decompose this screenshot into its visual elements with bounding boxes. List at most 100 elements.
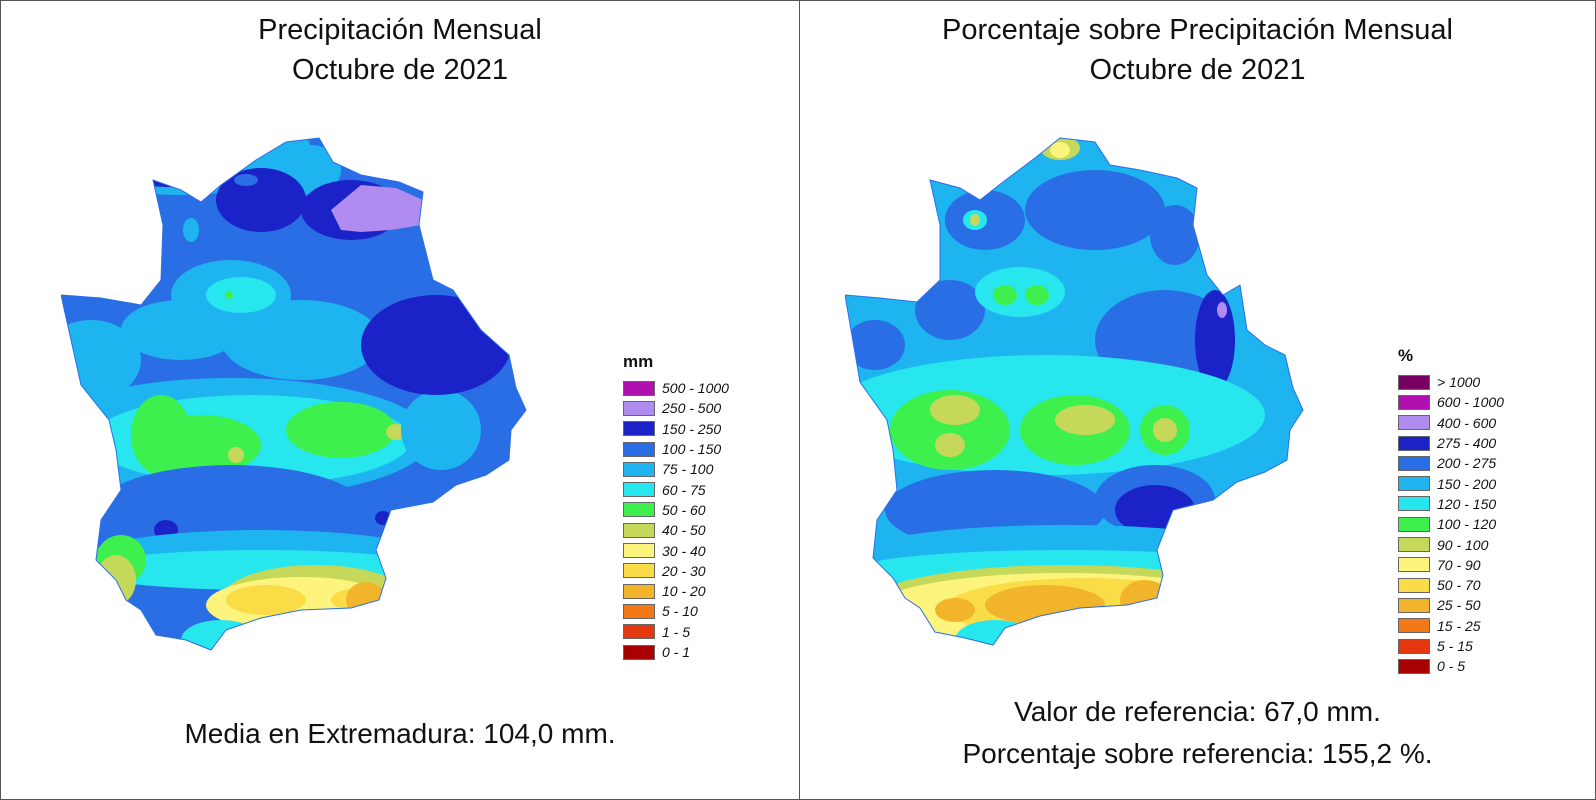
- legend-items: 500 - 1000 250 - 500 150 - 250 100 - 150 75 …: [623, 378, 729, 662]
- legend-label: 400 - 600: [1437, 414, 1497, 431]
- legend-label: 30 - 40: [662, 542, 706, 559]
- legend-item: 1 - 5: [623, 622, 729, 642]
- legend-item: 50 - 70: [1398, 575, 1504, 595]
- legend-label: 15 - 25: [1437, 617, 1481, 634]
- legend-item: 275 - 400: [1398, 433, 1504, 453]
- legend-swatch: [1398, 597, 1430, 613]
- legend-item: 120 - 150: [1398, 494, 1504, 514]
- legend-label: 150 - 250: [662, 420, 722, 437]
- title-line-2: Octubre de 2021: [1089, 54, 1306, 86]
- precipitation-map: [61, 137, 527, 651]
- legend-label: 90 - 100: [1437, 536, 1489, 553]
- legend-item: 0 - 5: [1398, 656, 1504, 676]
- legend-item: 15 - 25: [1398, 616, 1504, 636]
- legend-swatch: [623, 482, 655, 498]
- legend-item: 70 - 90: [1398, 555, 1504, 575]
- regional-mean: Media en Extremadura: 104,0 mm.: [184, 718, 616, 749]
- reference-percentage: Porcentaje sobre referencia: 155,2 %.: [962, 738, 1433, 769]
- percentage-map-title: Porcentaje sobre Precipitación Mensual O…: [800, 10, 1595, 90]
- legend-item: 5 - 10: [623, 601, 729, 621]
- legend-swatch: [623, 543, 655, 559]
- legend-swatch: [1398, 496, 1430, 512]
- legend-item: 100 - 120: [1398, 514, 1504, 534]
- legend-label: 5 - 15: [1437, 638, 1473, 654]
- legend-item: 150 - 200: [1398, 473, 1504, 493]
- legend-label: 40 - 50: [662, 522, 706, 539]
- legend-swatch: [623, 563, 655, 579]
- legend-label: 10 - 20: [662, 583, 706, 600]
- legend-label: 200 - 275: [1437, 455, 1497, 472]
- legend-swatch: [1398, 455, 1430, 471]
- legend-item: 100 - 150: [623, 439, 729, 459]
- legend-item: 200 - 275: [1398, 453, 1504, 473]
- reference-value: Valor de referencia: 67,0 mm.: [1014, 696, 1381, 727]
- legend-item: 40 - 50: [623, 520, 729, 540]
- legend-swatch: [1398, 435, 1430, 451]
- legend-item: 5 - 15: [1398, 636, 1504, 656]
- legend-item: 400 - 600: [1398, 413, 1504, 433]
- title-line-1: Precipitación Mensual: [258, 14, 542, 46]
- title-line-2: Octubre de 2021: [291, 54, 509, 86]
- legend-swatch: [1398, 577, 1430, 593]
- legend-label: 150 - 200: [1437, 475, 1497, 492]
- legend-swatch: [623, 502, 655, 518]
- percentage-legend: % > 1000 600 - 1000 400 - 600 275 - 400 200 …: [1398, 346, 1504, 676]
- legend-item: 30 - 40: [623, 540, 729, 560]
- legend-swatch: [623, 522, 655, 538]
- legend-item: 150 - 250: [623, 419, 729, 439]
- legend-swatch: [1398, 516, 1430, 532]
- legend-swatch: [623, 644, 655, 660]
- legend-item: 500 - 1000: [623, 378, 729, 398]
- legend-unit: mm: [623, 352, 654, 371]
- percentage-map: [845, 137, 1304, 646]
- legend-unit: %: [1398, 346, 1414, 365]
- legend-label: 0 - 5: [1437, 658, 1466, 675]
- legend-label: 600 - 1000: [1437, 394, 1504, 411]
- legend-swatch: [623, 603, 655, 619]
- legend-swatch: [1398, 394, 1430, 410]
- legend-swatch: [623, 380, 655, 396]
- legend-label: 100 - 150: [662, 441, 722, 458]
- legend-label: 500 - 1000: [662, 380, 729, 397]
- legend-swatch: [623, 461, 655, 477]
- title-line-1: Porcentaje sobre Precipitación Mensual: [942, 14, 1453, 46]
- percentage-panel: Porcentaje sobre Precipitación Mensual O…: [800, 0, 1596, 800]
- legend-swatch: [1398, 618, 1430, 634]
- legend-label: 0 - 1: [662, 644, 691, 660]
- legend-swatch: [1398, 638, 1430, 654]
- legend-swatch: [1398, 415, 1430, 431]
- legend-label: 5 - 10: [662, 603, 698, 620]
- legend-swatch: [623, 441, 655, 457]
- precipitation-panel: Precipitación Mensual Octubre de 2021: [0, 0, 800, 800]
- legend-swatch: [1398, 658, 1430, 674]
- legend-item: 20 - 30: [623, 561, 729, 581]
- legend-swatch: [623, 421, 655, 437]
- legend-item: 75 - 100: [623, 459, 729, 479]
- legend-swatch: [1398, 374, 1430, 390]
- legend-label: 250 - 500: [662, 400, 722, 417]
- legend-swatch: [1398, 476, 1430, 492]
- legend-swatch: [623, 400, 655, 416]
- legend-item: 60 - 75: [623, 479, 729, 499]
- legend-label: 1 - 5: [662, 623, 691, 640]
- legend-label: 75 - 100: [662, 461, 714, 478]
- legend-item: 0 - 1: [623, 642, 729, 662]
- legend-item: 90 - 100: [1398, 534, 1504, 554]
- legend-swatch: [623, 624, 655, 640]
- legend-label: 25 - 50: [1437, 597, 1481, 614]
- legend-label: 50 - 60: [662, 501, 706, 518]
- legend-item: 10 - 20: [623, 581, 729, 601]
- legend-label: 120 - 150: [1437, 495, 1497, 512]
- legend-label: 275 - 400: [1437, 435, 1497, 452]
- legend-swatch: [1398, 537, 1430, 553]
- legend-item: 250 - 500: [623, 398, 729, 418]
- legend-item: 50 - 60: [623, 500, 729, 520]
- legend-label: 20 - 30: [662, 562, 706, 579]
- legend-item: > 1000: [1398, 372, 1504, 392]
- legend-items: > 1000 600 - 1000 400 - 600 275 - 400 200 - …: [1398, 372, 1504, 676]
- legend-label: 60 - 75: [662, 481, 706, 498]
- legend-label: 50 - 70: [1437, 577, 1481, 594]
- precipitation-legend: mm 500 - 1000 250 - 500 150 - 250 100 - 150…: [623, 352, 729, 662]
- precipitation-map-title: Precipitación Mensual Octubre de 2021: [1, 10, 799, 90]
- legend-swatch: [623, 583, 655, 599]
